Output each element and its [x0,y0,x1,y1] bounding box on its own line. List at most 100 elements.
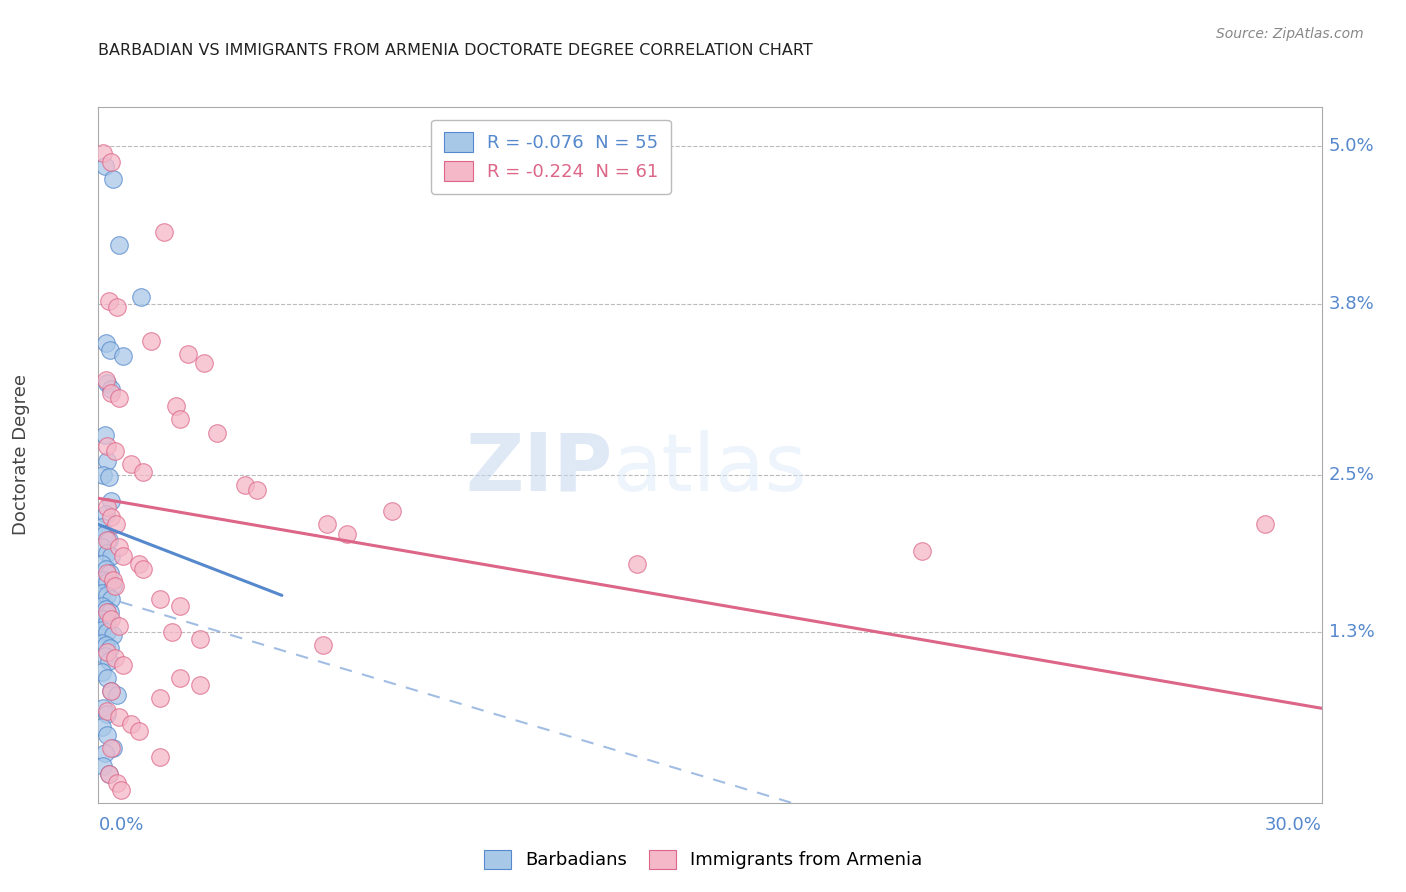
Point [169,599,191,613]
Point [105,688,128,702]
Point [132,562,155,576]
Point [188,632,212,646]
Point [120,717,142,731]
Point [128,723,150,738]
Point [93,428,115,442]
Point [91,540,114,554]
Point [100,494,122,508]
Text: BARBADIAN VS IMMIGRANTS FROM ARMENIA DOCTORATE DEGREE CORRELATION CHART: BARBADIAN VS IMMIGRANTS FROM ARMENIA DOC… [98,43,813,58]
Point [165,400,187,414]
Point [104,579,127,593]
Point [91,573,114,587]
Point [96,625,118,640]
Point [96,615,118,629]
Point [94,373,117,387]
Point [104,444,127,458]
Point [141,334,163,348]
Point [104,651,127,665]
Point [98,606,121,620]
Legend: Barbadians, Immigrants from Armenia: Barbadians, Immigrants from Armenia [475,841,931,879]
Point [100,382,122,396]
Point [120,457,142,471]
Point [90,557,112,571]
Point [96,546,118,560]
Point [100,612,122,626]
Text: 0.0%: 0.0% [98,816,143,834]
Point [100,509,122,524]
Point [911,543,934,558]
Text: 5.0%: 5.0% [1329,137,1374,155]
Point [626,557,648,571]
Point [97,470,120,484]
Point [90,635,112,649]
Text: Doctorate Degree: Doctorate Degree [13,375,30,535]
Point [96,575,118,590]
Point [97,533,120,548]
Point [100,684,122,698]
Point [312,638,335,652]
Point [91,720,114,734]
Point [108,540,131,554]
Point [96,500,118,515]
Point [96,566,118,580]
Point [90,599,112,613]
Point [101,628,124,642]
Point [188,678,212,692]
Point [110,782,132,797]
Point [169,671,191,685]
Legend: R = -0.076  N = 55, R = -0.224  N = 61: R = -0.076 N = 55, R = -0.224 N = 61 [432,120,671,194]
Text: atlas: atlas [612,430,807,508]
Point [91,701,114,715]
Point [96,704,118,718]
Point [111,657,134,672]
Point [94,336,117,351]
Point [336,526,359,541]
Point [149,690,172,705]
Point [108,618,131,632]
Point [108,392,131,406]
Point [105,776,128,790]
Text: 1.3%: 1.3% [1329,624,1375,641]
Point [101,740,124,755]
Point [205,425,228,440]
Point [90,520,112,534]
Point [100,386,122,401]
Point [93,746,115,760]
Point [96,454,118,468]
Point [96,533,118,548]
Point [105,300,128,314]
Point [97,294,120,309]
Point [94,638,117,652]
Point [233,478,256,492]
Point [100,155,122,169]
Point [315,517,337,532]
Text: 3.8%: 3.8% [1329,295,1375,313]
Point [169,412,191,426]
Text: 30.0%: 30.0% [1265,816,1322,834]
Point [96,671,118,685]
Point [132,465,155,479]
Point [94,507,117,521]
Point [152,225,174,239]
Point [91,665,114,679]
Point [246,483,269,498]
Point [101,172,124,186]
Point [96,376,118,390]
Point [100,684,122,698]
Point [381,504,404,518]
Point [93,159,115,173]
Point [96,439,118,453]
Point [93,648,115,663]
Text: 2.5%: 2.5% [1329,466,1375,483]
Point [111,350,134,364]
Point [160,625,183,640]
Point [91,623,114,637]
Point [91,467,114,482]
Point [108,710,131,724]
Point [129,290,152,304]
Point [149,749,172,764]
Point [193,356,215,370]
Point [108,238,131,252]
Point [96,588,118,602]
Point [94,601,117,615]
